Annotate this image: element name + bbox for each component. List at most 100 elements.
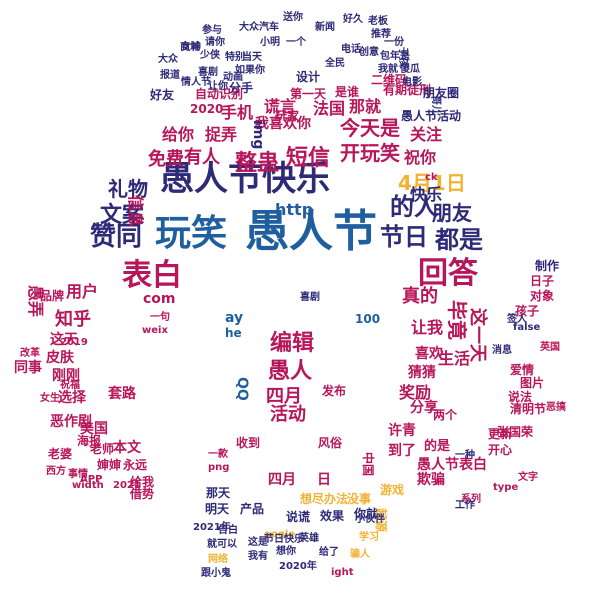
cloud-word: 2021	[113, 480, 141, 491]
cloud-word: 有期徒刑	[383, 82, 431, 97]
cloud-word: 愚人	[268, 359, 312, 384]
cloud-word: QQ	[234, 377, 250, 401]
cloud-word: 我就	[378, 62, 398, 75]
cloud-word: ck	[425, 172, 438, 183]
cloud-word: 喜剧	[198, 65, 218, 78]
cloud-word: 恶搞	[546, 400, 566, 413]
cloud-word: 第一天	[290, 86, 327, 101]
cloud-word: 效果	[320, 508, 344, 523]
cloud-word: false	[513, 322, 540, 333]
cloud-word: 分手	[229, 80, 253, 95]
cloud-word: 给了	[319, 545, 339, 558]
cloud-word: 手机	[221, 103, 253, 122]
cloud-word: width	[72, 480, 104, 491]
cloud-word: 制作	[535, 258, 559, 273]
cloud-word: 跟小鬼	[201, 566, 231, 579]
cloud-word: 日子	[530, 274, 554, 288]
cloud-word: 婶婶	[97, 457, 121, 472]
cloud-word: 借势	[129, 486, 154, 501]
cloud-word: 让你	[208, 79, 228, 92]
cloud-word: 套路	[108, 385, 137, 402]
cloud-word: 子孩	[397, 47, 410, 67]
cloud-word: 想你	[275, 544, 296, 557]
cloud-word: 特别	[225, 50, 245, 63]
cloud-word: 参与	[202, 23, 222, 36]
cloud-word: 告白	[218, 523, 238, 536]
cloud-word: 是谁	[334, 84, 359, 99]
cloud-word: 给我	[130, 474, 154, 489]
cloud-word: 快乐	[410, 185, 442, 204]
cloud-word: 愚人节活动	[401, 108, 461, 123]
cloud-word: oogle	[264, 529, 295, 540]
cloud-word: 图片	[520, 375, 544, 390]
cloud-word: 这是	[248, 535, 268, 548]
cloud-word: 欺骗	[417, 471, 445, 488]
cloud-word: 游戏	[380, 482, 404, 497]
cloud-word: 就可以	[207, 537, 237, 550]
cloud-word: 我喜欢你	[255, 115, 311, 132]
cloud-word: 猜猜	[407, 364, 436, 381]
cloud-word: 少侠	[199, 48, 221, 61]
cloud-word: 小明	[259, 35, 280, 48]
cloud-word: 四月	[268, 472, 296, 488]
cloud-word: 电话	[341, 42, 361, 55]
cloud-word: 赞同	[89, 222, 142, 252]
cloud-word: 孩子	[515, 303, 539, 318]
cloud-word: 报道	[160, 68, 180, 81]
cloud-word: 英国	[539, 340, 560, 353]
cloud-word: 女生	[40, 391, 60, 404]
cloud-word: 老婆	[48, 446, 72, 461]
cloud-word: http	[275, 200, 313, 219]
cloud-word: com	[143, 291, 176, 307]
cloud-word: 消息	[492, 343, 512, 356]
cloud-word: 好久	[342, 12, 364, 25]
cloud-word: 一种	[455, 448, 475, 461]
cloud-word: 日	[317, 472, 331, 488]
cloud-word: 签人	[506, 312, 528, 325]
cloud-word: 朋友	[432, 201, 472, 225]
cloud-word: 免费	[148, 148, 184, 170]
cloud-word: 真的	[402, 285, 438, 307]
cloud-word: 张国荣	[497, 424, 534, 439]
cloud-word: weix	[142, 325, 168, 336]
cloud-word: 表白	[122, 258, 182, 293]
cloud-word: 礼物	[108, 177, 148, 201]
cloud-word: ay	[225, 310, 243, 326]
cloud-word: 节日	[380, 223, 428, 251]
cloud-word: 这天	[50, 331, 79, 348]
cloud-word: 更新	[488, 426, 512, 441]
cloud-word: 小伙伴	[354, 512, 385, 525]
cloud-word: 毕竟	[445, 300, 469, 340]
cloud-word: png	[208, 462, 229, 473]
cloud-word: 海报	[77, 433, 101, 448]
cloud-word: 愚弄	[26, 285, 45, 317]
cloud-word: 事情	[68, 467, 88, 480]
cloud-word: 奖励	[399, 383, 431, 402]
cloud-word: 的是	[424, 438, 451, 454]
cloud-word: 愚人节快乐	[160, 159, 330, 199]
cloud-word: 风俗	[318, 435, 343, 450]
cloud-word: 产品	[240, 501, 264, 516]
cloud-word: 整蛊	[235, 150, 279, 176]
cloud-word: 4月1日	[398, 171, 466, 195]
cloud-word: 捉弄	[205, 125, 237, 144]
cloud-word: 工作	[455, 498, 475, 511]
cloud-word: 愚人节	[245, 206, 377, 257]
cloud-word: 活动	[270, 403, 306, 425]
cloud-word: he	[225, 326, 242, 340]
cloud-word: 对象	[530, 288, 554, 303]
cloud-word: 女神	[181, 40, 201, 53]
cloud-word: 好友	[149, 87, 174, 102]
cloud-word: 大众	[158, 52, 179, 65]
cloud-word: 节日快乐	[264, 532, 304, 545]
cloud-word: 改革	[20, 346, 40, 359]
cloud-word: 傻瓜	[399, 62, 420, 75]
cloud-word: 一款	[208, 447, 229, 460]
cloud-word: type	[493, 482, 518, 493]
cloud-word: 我有	[248, 549, 268, 562]
cloud-word: 同事	[14, 359, 42, 376]
cloud-word: 给你	[162, 125, 194, 144]
cloud-word: 老板	[367, 14, 389, 27]
cloud-word: ight	[331, 567, 354, 578]
cloud-word: 品牌	[40, 288, 64, 303]
